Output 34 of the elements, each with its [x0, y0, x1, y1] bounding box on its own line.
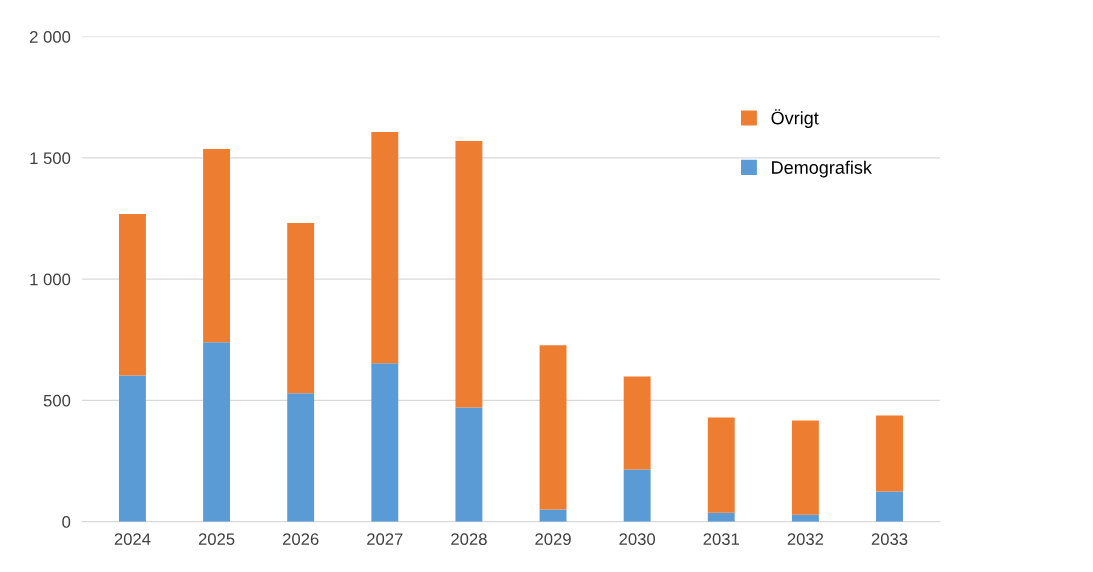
bar	[876, 491, 903, 522]
y-tick-label: 1 500	[30, 152, 71, 165]
bar	[203, 342, 231, 522]
y-tick-label: 0	[62, 516, 71, 528]
x-tick-label: 2033	[871, 533, 908, 546]
y-tick-label: 1 000	[30, 273, 71, 286]
x-tick-label: 2029	[535, 533, 571, 546]
bar	[287, 393, 315, 522]
bar	[623, 469, 651, 522]
bar	[455, 407, 483, 522]
bar	[791, 420, 819, 515]
legend-label: Demografisk	[772, 160, 872, 178]
bar	[287, 223, 315, 394]
bar	[203, 148, 231, 343]
bar	[371, 131, 399, 364]
bar	[707, 417, 735, 513]
x-tick-label: 2026	[282, 533, 319, 546]
x-tick-label: 2025	[198, 533, 235, 546]
x-tick-label: 2024	[114, 533, 151, 546]
bar	[455, 140, 483, 408]
y-tick-label: 500	[43, 394, 71, 407]
bar	[371, 363, 399, 522]
bar	[876, 415, 903, 492]
x-tick-label: 2027	[367, 533, 403, 546]
legend-label: Övrigt	[771, 109, 819, 129]
y-tick-label: 2 000	[30, 31, 71, 43]
bar	[118, 213, 146, 376]
bar	[539, 345, 567, 510]
x-tick-label: 2032	[787, 533, 824, 546]
bar	[118, 375, 146, 522]
x-tick-label: 2028	[451, 533, 487, 546]
bar	[623, 376, 651, 470]
x-tick-label: 2030	[619, 533, 656, 546]
x-tick-label: 2031	[703, 533, 739, 546]
